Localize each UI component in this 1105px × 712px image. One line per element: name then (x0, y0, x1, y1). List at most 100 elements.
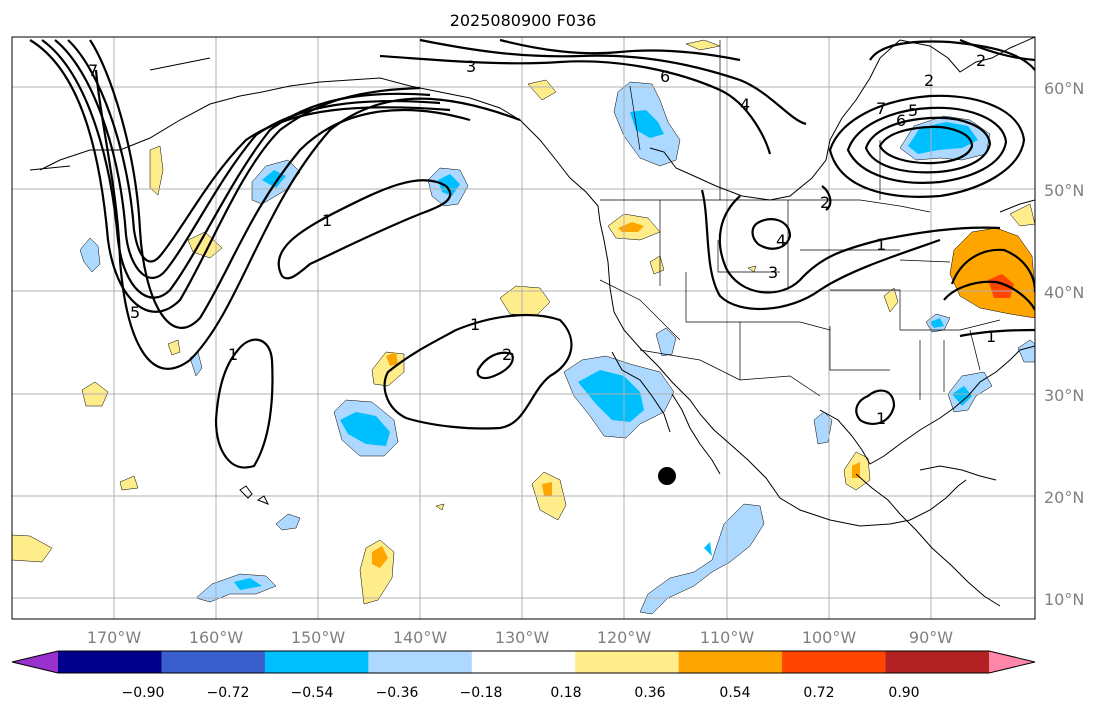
lon-label: 170°W (87, 628, 142, 647)
positive-anomaly-patch (167, 339, 181, 356)
negative-anomaly-patch (655, 327, 677, 357)
contour-labels: 1 1 1 1 1 1 2 2 2 2 3 3 4 4 5 5 6 6 7 7 (88, 51, 996, 428)
contour-label: 1 (470, 315, 480, 334)
lat-label: 60°N (1044, 79, 1084, 98)
positive-anomaly-patch (852, 462, 860, 478)
lat-label: 40°N (1044, 283, 1084, 302)
lon-label: 140°W (393, 628, 448, 647)
lon-label: 110°W (700, 628, 755, 647)
colorbar-segment (885, 651, 990, 673)
colorbar-segment (161, 651, 266, 673)
positive-anomaly-patch (988, 274, 1014, 298)
lat-label: 20°N (1044, 488, 1084, 507)
contour-label: 5 (130, 303, 140, 322)
lat-label: 30°N (1044, 386, 1084, 405)
negative-anomaly-patch (79, 237, 101, 273)
colorbar-tick-label: −0.54 (291, 685, 334, 701)
contour-label: 5 (908, 101, 918, 120)
colorbar-tick-label: 0.36 (634, 685, 665, 701)
contour-label: 1 (876, 235, 886, 254)
contour-label: 4 (740, 95, 750, 114)
negative-anomaly-patch (813, 411, 833, 445)
colorbar-tick-label: 0.18 (550, 685, 581, 701)
contour-label: 2 (924, 71, 934, 90)
lon-label: 160°W (189, 628, 244, 647)
positive-anomaly-patch (372, 546, 388, 568)
colorbar-outline (11, 650, 1036, 674)
positive-anomaly-patch (1009, 203, 1035, 227)
lon-label: 150°W (291, 628, 346, 647)
contour-label: 7 (88, 61, 98, 80)
positive-anomaly-patch (149, 145, 164, 196)
lon-label: 130°W (495, 628, 550, 647)
contour-label: 6 (896, 111, 906, 130)
coastlines (29, 37, 1035, 607)
positive-anomaly-patch (747, 265, 757, 273)
lon-label: 100°W (802, 628, 857, 647)
colorbar-segment (678, 651, 783, 673)
negative-anomaly-patch (952, 386, 972, 406)
negative-anomaly-patch (630, 110, 664, 138)
map-title: 2025080900 F036 (450, 11, 597, 30)
colorbar-segment (471, 651, 576, 673)
contour-label: 4 (776, 231, 786, 250)
colorbar (11, 650, 1036, 674)
positive-anomaly-patch (12, 534, 53, 563)
contour-label: 1 (986, 327, 996, 346)
contour-label: 3 (466, 57, 476, 76)
colorbar-segment (368, 651, 473, 673)
lon-label: 120°W (597, 628, 652, 647)
political-borders (599, 40, 1001, 400)
map-area: 1 1 1 1 1 1 2 2 2 2 3 3 4 4 5 5 6 6 7 7 (12, 37, 1035, 619)
contour-lines (29, 38, 1035, 469)
colorbar-tick-label: −0.36 (376, 685, 419, 701)
positive-anomaly-patch (527, 79, 557, 101)
colorbar-tick-label: 0.72 (803, 685, 834, 701)
latitude-labels: 60°N 50°N 40°N 30°N 20°N 10°N (1044, 79, 1084, 609)
negative-anomaly-patch (704, 542, 712, 556)
colorbar-tick-label: −0.72 (207, 685, 250, 701)
contour-label: 3 (768, 263, 778, 282)
colorbar-tick-label: 0.54 (719, 685, 750, 701)
negative-anomaly-patch (930, 318, 944, 328)
lon-label: 90°W (909, 628, 953, 647)
contour-label: 2 (502, 345, 512, 364)
colorbar-tick-label: −0.18 (460, 685, 503, 701)
contour-label: 7 (876, 99, 886, 118)
contour-label: 2 (820, 193, 830, 212)
positive-anomaly-patch (119, 475, 139, 491)
positive-anomaly-patch (649, 255, 665, 275)
negative-anomaly-patch (275, 513, 301, 531)
positive-anomaly-patch (386, 352, 398, 366)
colorbar-extend-max (989, 651, 1035, 673)
location-marker (658, 467, 676, 485)
colorbar-tick-label: 0.90 (888, 685, 919, 701)
negative-anomaly-patch (578, 370, 644, 422)
contour-label: 2 (976, 51, 986, 70)
negative-anomaly-patch (1017, 339, 1035, 363)
colorbar-tick-label: −0.90 (122, 685, 165, 701)
negative-anomaly-patch (908, 122, 978, 154)
contour-label: 1 (876, 409, 886, 428)
colorbar-segment (575, 651, 680, 673)
contour-label: 6 (660, 67, 670, 86)
map-frame (11, 36, 1036, 620)
positive-anomaly-patch (542, 482, 552, 496)
anomaly-shading (12, 39, 1035, 615)
negative-anomaly-patch (639, 503, 765, 615)
positive-anomaly-patch (499, 285, 551, 317)
colorbar-segment (782, 651, 887, 673)
negative-anomaly-patch (340, 412, 390, 446)
positive-anomaly-patch (435, 503, 445, 511)
negative-anomaly-patch (234, 578, 262, 590)
contour-label: 1 (322, 211, 332, 230)
colorbar-segment (264, 651, 369, 673)
colorbar-extend-min (12, 651, 58, 673)
lat-label: 50°N (1044, 181, 1084, 200)
contour-label: 1 (228, 345, 238, 364)
colorbar-segment (58, 651, 162, 673)
negative-anomaly-patch (438, 174, 460, 196)
lat-label: 10°N (1044, 590, 1084, 609)
colorbar-tick-labels: −0.90 −0.72 −0.54 −0.36 −0.18 0.18 0.36 … (122, 685, 920, 701)
